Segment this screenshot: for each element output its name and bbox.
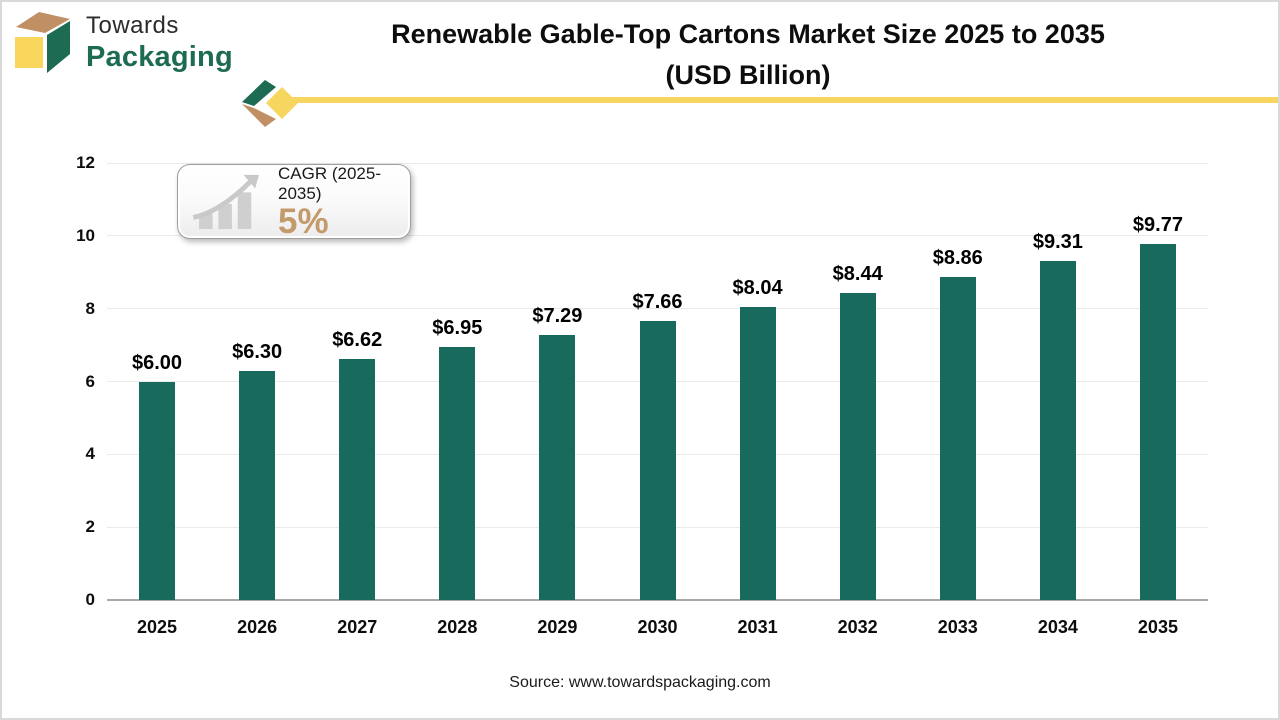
cagr-texts: CAGR (2025-2035) 5% [278,164,410,241]
bar-value-label: $9.77 [1132,214,1183,237]
bar-value-label: $6.95 [432,316,483,339]
bar-2027 [339,358,376,600]
title-accent-line [272,97,1278,103]
bar-2029 [539,334,576,600]
bar-2030 [639,321,676,600]
y-axis-tick-label: 6 [85,371,95,391]
chart-title-line1: Renewable Gable-Top Cartons Market Size … [391,19,1105,49]
bar-value-label: $8.44 [832,262,883,285]
bar-2033 [939,277,976,600]
gridline-y12 [107,162,1208,164]
x-axis-tick-label: 2030 [637,617,678,637]
chart-title: Renewable Gable-Top Cartons Market Size … [300,14,1196,96]
x-axis-tick-label: 2033 [937,617,978,637]
bar-value-label: $6.30 [232,340,283,363]
gridline-y10 [107,235,1208,237]
cagr-badge: CAGR (2025-2035) 5% [177,164,411,241]
bar-value-label: $9.31 [1032,230,1083,253]
x-axis-tick-label: 2027 [337,617,378,637]
brand-name-towards: Towards [86,12,179,39]
bar-2034 [1039,260,1076,600]
x-axis-tick-label: 2035 [1137,617,1178,637]
growth-bars-arrow-icon [192,174,259,229]
bar-2035 [1139,244,1176,600]
x-axis-tick-label: 2031 [737,617,778,637]
bar-2028 [439,346,476,600]
packaging-box-cube-icon [15,12,70,73]
chart-title-line2: (USD Billion) [665,60,831,90]
title-accent-diamond-icon [242,80,298,127]
bar-value-label: $6.00 [132,351,183,374]
x-axis-tick-label: 2028 [437,617,478,637]
bar-2026 [239,370,276,600]
cagr-value: 5% [278,202,329,242]
x-axis-tick-label: 2026 [237,617,278,637]
cagr-label: CAGR (2025-2035) [278,164,381,204]
x-axis-tick-label: 2032 [837,617,878,637]
x-axis-tick-label: 2029 [537,617,578,637]
y-axis-tick-label: 4 [85,444,95,464]
bar-value-label: $6.62 [332,328,383,351]
gridline-y8 [107,308,1208,310]
bar-2025 [139,381,176,600]
bar-2031 [739,307,776,600]
bar-value-label: $7.29 [532,304,583,327]
y-axis-tick-label: 8 [85,298,95,318]
y-axis-tick-label: 10 [76,225,95,245]
x-axis-tick-label: 2025 [137,617,178,637]
brand-name-packaging: Packaging [86,41,233,73]
y-axis-tick-label: 0 [85,590,95,609]
bar-value-label: $8.86 [932,247,983,270]
bar-value-label: $8.04 [732,277,783,300]
y-axis-tick-label: 2 [85,517,95,537]
x-axis-line [107,599,1208,601]
brand-text: Towards Packaging [86,14,233,72]
bar-2032 [839,292,876,600]
bar-value-label: $7.66 [632,291,683,314]
source-text: Source: www.towardspackaging.com [509,674,771,691]
y-axis-tick-label: 12 [76,153,95,172]
x-axis-tick-label: 2034 [1037,617,1078,637]
